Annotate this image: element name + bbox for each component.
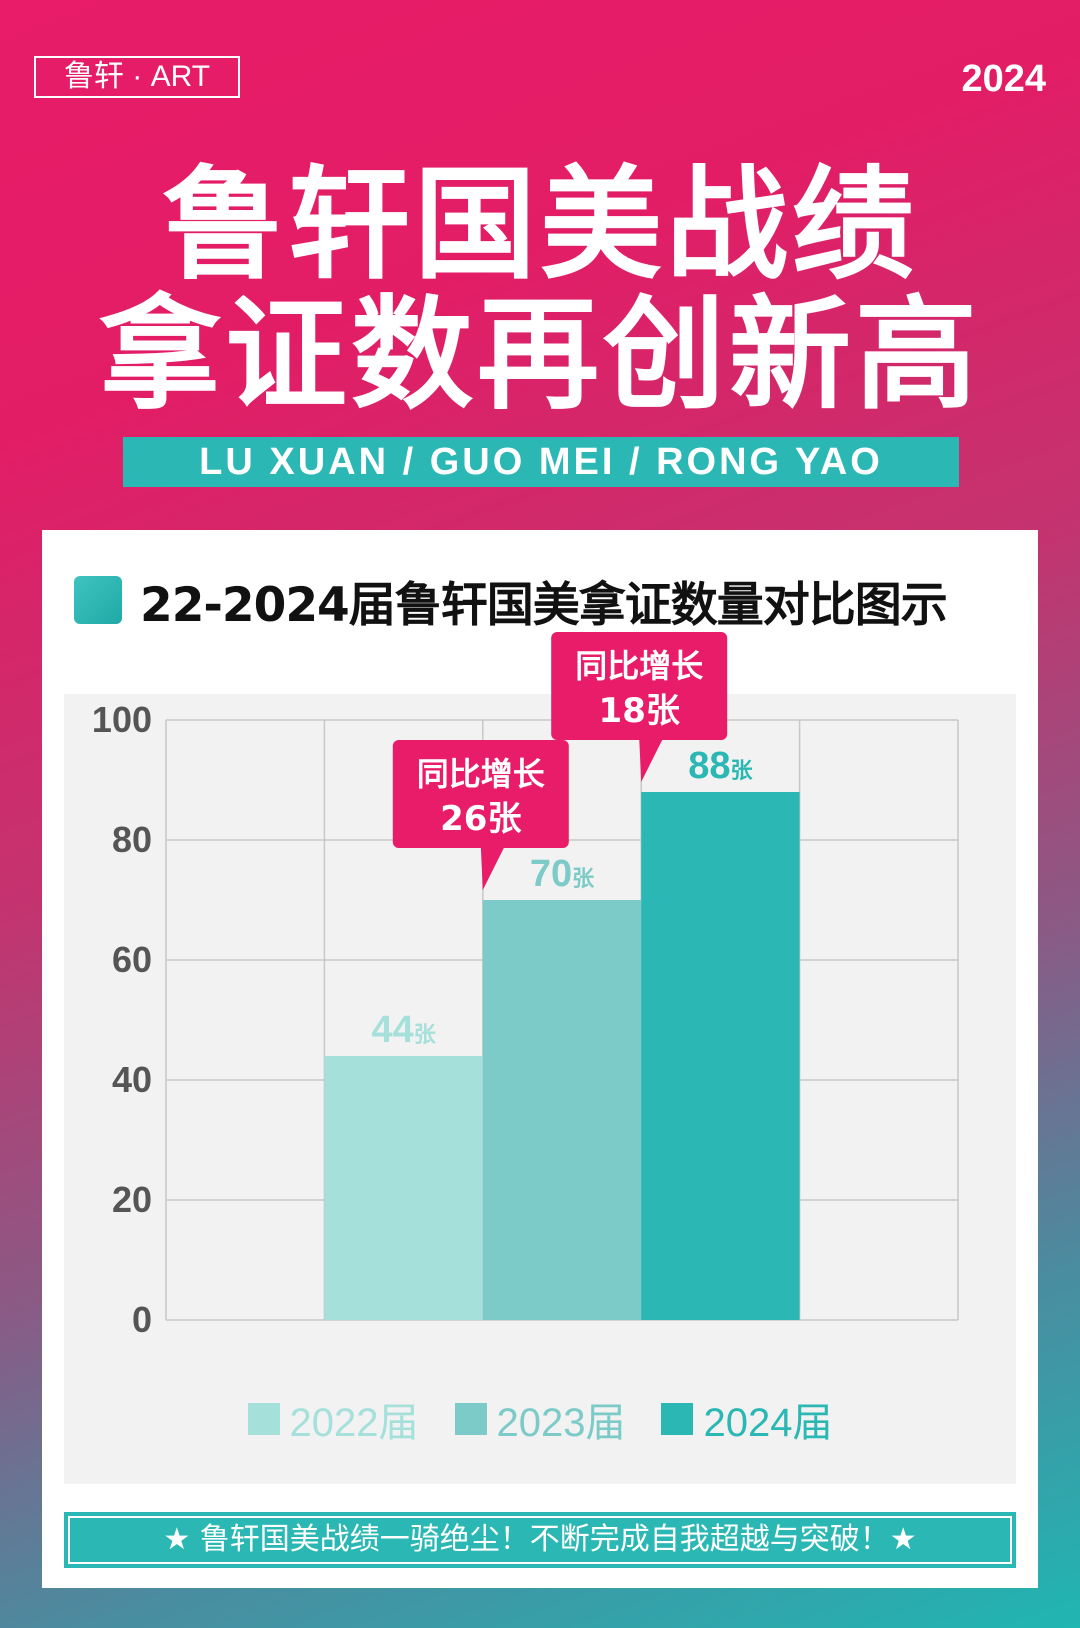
- subtitle-band: LU XUAN / GUO MEI / RONG YAO: [123, 437, 959, 487]
- callout-box: [551, 632, 728, 740]
- callout-box: [392, 740, 569, 848]
- legend-item-2022: 2022届: [247, 1390, 419, 1448]
- callout-text-line1: 同比增长: [575, 647, 703, 685]
- legend-label-2024: 2024届: [703, 1401, 833, 1445]
- callout-pointer: [639, 738, 664, 782]
- bar-2022届: [324, 1056, 483, 1320]
- brand-logo: 鲁轩 · ART: [34, 56, 240, 98]
- headline-line-1: 鲁轩国美战绩: [162, 154, 918, 296]
- bar-2024届: [641, 792, 800, 1320]
- y-tick-label: 0: [132, 1299, 152, 1340]
- legend-swatch-2024: [661, 1403, 694, 1435]
- bar-value-label: 44张: [371, 1009, 436, 1051]
- y-tick-label: 80: [112, 819, 152, 860]
- bar-value-label: 88张: [688, 745, 753, 787]
- y-tick-label: 100: [92, 699, 152, 740]
- chart-legend: 2022届 2023届 2024届: [42, 1390, 1038, 1448]
- legend-swatch-2022: [247, 1403, 280, 1435]
- legend-item-2023: 2023届: [454, 1390, 626, 1448]
- callout-text-line2: 26张: [440, 799, 521, 839]
- legend-swatch-2023: [454, 1403, 487, 1435]
- chart-panel: 22-2024届鲁轩国美拿证数量对比图示 0 20 40 60 80 100 44张 70张 8…: [42, 530, 1038, 1588]
- y-tick-label: 20: [112, 1179, 152, 1220]
- bar-value-label: 70张: [530, 853, 595, 895]
- chart-title: 22-2024届鲁轩国美拿证数量对比图示: [140, 577, 948, 633]
- footer-banner: ★ 鲁轩国美战绩一骑绝尘！不断完成自我超越与突破！★: [64, 1512, 1016, 1568]
- callout-text-line2: 18张: [599, 691, 680, 731]
- y-tick-label: 40: [112, 1059, 152, 1100]
- title-marker-icon: [74, 576, 122, 624]
- callout-text-line1: 同比增长: [417, 755, 545, 793]
- bar-2023届: [482, 900, 642, 1320]
- y-tick-label: 60: [112, 939, 152, 980]
- callout-pointer: [480, 846, 505, 890]
- chart-header: 22-2024届鲁轩国美拿证数量对比图示: [74, 570, 948, 633]
- legend-label-2022: 2022届: [289, 1401, 419, 1445]
- legend-label-2023: 2023届: [496, 1401, 626, 1445]
- bar-chart: 0 20 40 60 80 100 44张 70张 88张 同比增长 26张 同比增长 18张: [92, 632, 959, 1340]
- year-tag: 2024: [961, 58, 1046, 100]
- legend-item-2024: 2024届: [661, 1390, 832, 1448]
- headline-line-2: 拿证数再创新高: [99, 284, 981, 426]
- footer-text: ★ 鲁轩国美战绩一骑绝尘！不断完成自我超越与突破！★: [68, 1516, 1012, 1564]
